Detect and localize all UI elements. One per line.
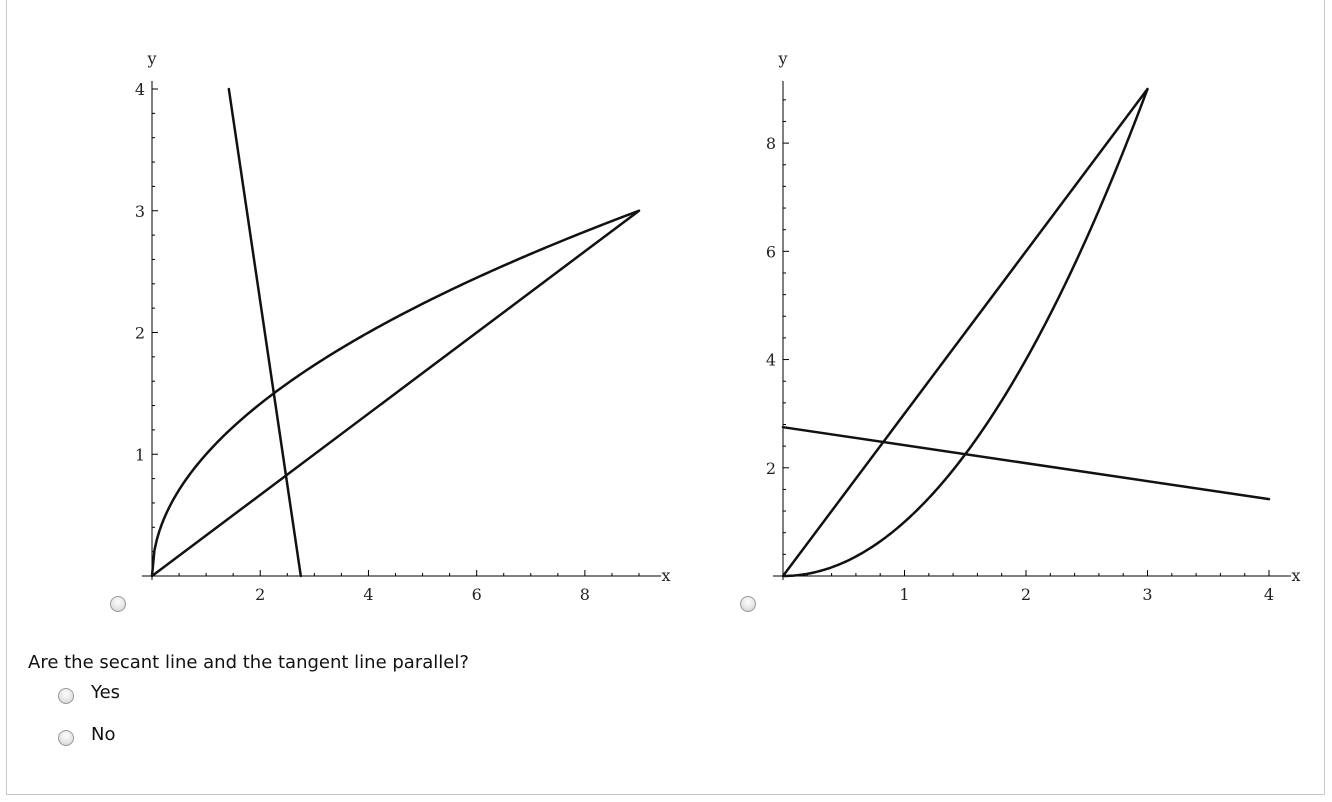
graph-option-2: 1 2 3 4 2 4 6 8 x y xyxy=(740,40,1320,604)
question-panel xyxy=(6,0,1325,795)
y-tick-label: 3 xyxy=(135,202,145,221)
x-tick-label: 6 xyxy=(472,585,482,604)
tangent-line xyxy=(781,425,1271,501)
no-label[interactable]: No xyxy=(91,724,116,745)
y-tick-label: 4 xyxy=(135,80,145,99)
y-tick-label: 2 xyxy=(135,324,145,343)
chart-1-svg: 2 4 6 8 1 2 3 4 x y xyxy=(135,49,671,604)
x-axis-label: x xyxy=(1291,566,1300,585)
y-axis-label: y xyxy=(146,49,156,68)
x-tick-label: 2 xyxy=(1021,585,1031,604)
curve-line xyxy=(150,209,640,577)
question-text: Are the secant line and the tangent line… xyxy=(28,652,469,673)
x-tick-label: 4 xyxy=(363,585,373,604)
y-tick-label: 8 xyxy=(766,134,776,153)
y-axis-label: y xyxy=(777,49,787,68)
graph-option-1: 2 4 6 8 1 2 3 4 x y xyxy=(100,40,690,604)
x-tick-label: 2 xyxy=(255,585,265,604)
no-radio[interactable] xyxy=(58,730,74,746)
x-tick-label: 3 xyxy=(1142,585,1152,604)
x-tick-label: 1 xyxy=(899,585,909,604)
y-tick-label: 6 xyxy=(766,242,776,261)
yes-radio[interactable] xyxy=(58,688,74,704)
yes-label[interactable]: Yes xyxy=(91,682,121,703)
y-tick-label: 4 xyxy=(766,351,776,370)
y-tick-label: 1 xyxy=(135,445,145,464)
graph-option-1-radio[interactable] xyxy=(110,596,126,612)
x-axis-label: x xyxy=(661,566,670,585)
x-tick-label: 8 xyxy=(580,585,590,604)
x-tick-label: 4 xyxy=(1264,585,1274,604)
secant-line xyxy=(781,87,1149,578)
chart-2-svg: 1 2 3 4 2 4 6 8 x y xyxy=(766,49,1301,604)
secant-line xyxy=(150,209,641,578)
y-tick-label: 2 xyxy=(766,459,776,478)
tangent-line xyxy=(227,87,303,578)
graph-option-2-radio[interactable] xyxy=(740,596,756,612)
